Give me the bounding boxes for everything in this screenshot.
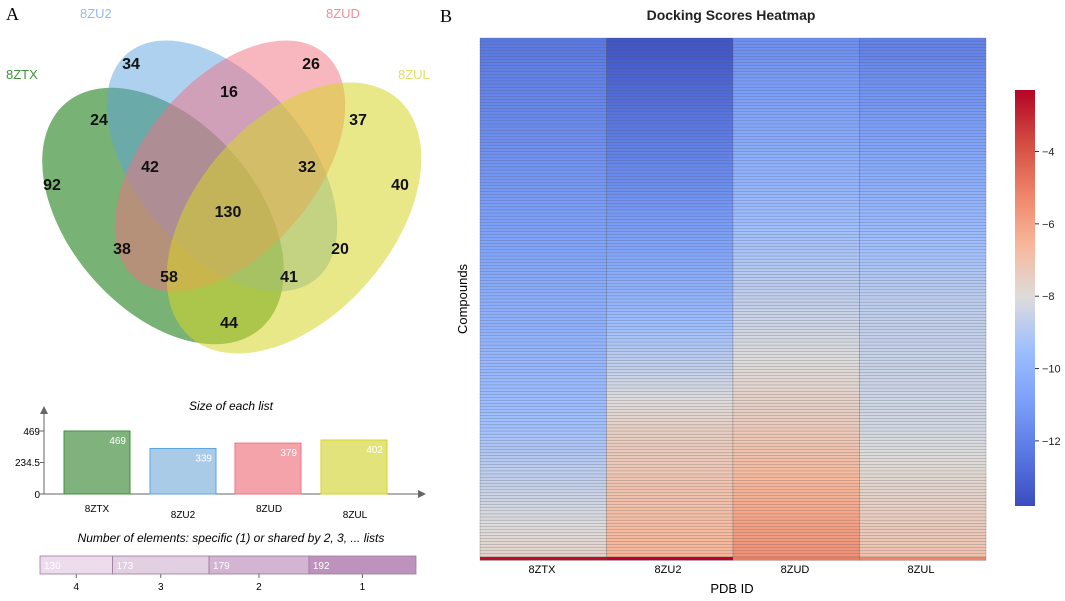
list-size-xlabel-8zul: 8ZUL: [343, 510, 368, 521]
shared-value-2: 179: [213, 561, 230, 572]
list-size-y-arrow: [40, 406, 48, 414]
colorbar-label-minus8: −8: [1042, 291, 1055, 303]
colorbar: [1015, 90, 1035, 506]
colorbar-label-minus4: −4: [1042, 146, 1055, 158]
set-label-8ztx: 8ZTX: [6, 67, 38, 82]
shared-value-1: 192: [313, 561, 330, 572]
set-label-8zud: 8ZUD: [326, 6, 360, 21]
list-size-chart: Size of each list 469 234.5 0 469 339 37…: [15, 399, 426, 521]
list-size-bar-8ztx: [63, 430, 131, 495]
region-count-8zu2-8zud-8zul: 32: [298, 159, 316, 176]
shared-label-2: 2: [256, 582, 262, 593]
heatmap-ylabel: Compounds: [455, 263, 470, 334]
region-count-8ztx-8zu2: 24: [90, 112, 108, 129]
heatmap-cell: [606, 556, 734, 561]
list-size-xlabel-8ztx: 8ZTX: [85, 504, 110, 515]
venn-panel: A 8ZTX 8ZU2 8ZUD 8ZUL 34 26 16 24 37 92 …: [0, 0, 450, 596]
colorbar-label-minus12: −12: [1042, 436, 1061, 448]
region-count-8zu2: 34: [122, 56, 140, 73]
region-count-8zu2-8zud: 16: [220, 84, 238, 101]
shared-elements-chart: Number of elements: specific (1) or shar…: [39, 531, 417, 593]
heatmap-columns: 8ZTX 8ZU2 8ZUD 8ZUL: [529, 564, 935, 576]
region-count-8ztx-8zul: 44: [220, 315, 238, 332]
heatmap-xtick-8zu2: 8ZU2: [655, 564, 682, 576]
region-count-8zud: 26: [302, 56, 320, 73]
heatmap-xtick-8zud: 8ZUD: [781, 564, 810, 576]
heatmap-title: Docking Scores Heatmap: [647, 7, 816, 23]
shared-label-4: 4: [73, 582, 79, 593]
heatmap-cells: [479, 37, 987, 561]
list-size-ytick-zero: 0: [34, 490, 40, 501]
region-count-8zul: 40: [391, 177, 409, 194]
colorbar-label-minus10: −10: [1042, 364, 1061, 376]
panel-label-a: A: [6, 4, 19, 24]
list-size-bar-8zu2: [149, 447, 217, 495]
list-size-xlabel-8zud: 8ZUD: [256, 504, 282, 515]
list-size-bar-8zud: [234, 442, 302, 495]
heatmap-cell: [732, 556, 860, 561]
panel-label-b: B: [440, 6, 452, 26]
venn-diagram: [42, 40, 422, 354]
heatmap-cell: [479, 556, 607, 561]
list-size-ytick-max: 469: [23, 427, 40, 438]
venn-set-8zul: [166, 82, 422, 354]
heatmap-panel: B Docking Scores Heatmap 8ZTX 8ZU2 8ZUD …: [440, 0, 1065, 596]
heatmap-xtick-8ztx: 8ZTX: [529, 564, 557, 576]
list-size-xlabel-8zu2: 8ZU2: [171, 510, 196, 521]
venn-figure: A 8ZTX 8ZU2 8ZUD 8ZUL 34 26 16 24 37 92 …: [6, 4, 430, 593]
list-size-value-8zul: 402: [366, 445, 383, 456]
list-size-value-8zud: 379: [280, 448, 297, 459]
heatmap-xtick-8zul: 8ZUL: [908, 564, 935, 576]
region-count-8ztx-8zu2-8zud: 42: [141, 159, 159, 176]
region-count-8ztx-8zud-8zul: 58: [160, 269, 178, 286]
shared-elements-title: Number of elements: specific (1) or shar…: [78, 531, 385, 545]
list-size-x-arrow: [418, 490, 426, 498]
list-size-value-8zu2: 339: [195, 453, 212, 464]
shared-label-3: 3: [158, 582, 164, 593]
region-count-8ztx-8zu2-8zul: 41: [280, 269, 298, 286]
shared-value-3: 173: [117, 561, 134, 572]
region-count-8zud-8zul: 37: [349, 112, 367, 129]
list-size-ytick-mid: 234.5: [15, 458, 40, 469]
list-size-bar-8zul: [320, 439, 388, 495]
colorbar-label-minus6: −6: [1042, 219, 1055, 231]
set-label-8zul: 8ZUL: [398, 67, 430, 82]
set-label-8zu2: 8ZU2: [80, 6, 112, 21]
region-count-8ztx-8zud: 38: [113, 241, 131, 258]
list-size-value-8ztx: 469: [109, 436, 126, 447]
region-count-8ztx: 92: [43, 177, 61, 194]
shared-label-1: 1: [360, 582, 366, 593]
shared-value-4: 130: [44, 561, 61, 572]
heatmap-figure: B Docking Scores Heatmap 8ZTX 8ZU2 8ZUD …: [440, 6, 1061, 596]
heatmap-xlabel: PDB ID: [710, 581, 753, 596]
region-count-all: 130: [215, 204, 242, 221]
region-count-8zu2-8zul: 20: [331, 241, 349, 258]
heatmap-cell: [859, 556, 987, 561]
colorbar-ticks: −4 −6 −8 −10 −12: [1035, 146, 1061, 448]
venn-region-counts: 34 26 16 24 37 92 42 32 40 130 38 20 58 …: [43, 56, 409, 332]
list-size-title: Size of each list: [189, 399, 274, 413]
